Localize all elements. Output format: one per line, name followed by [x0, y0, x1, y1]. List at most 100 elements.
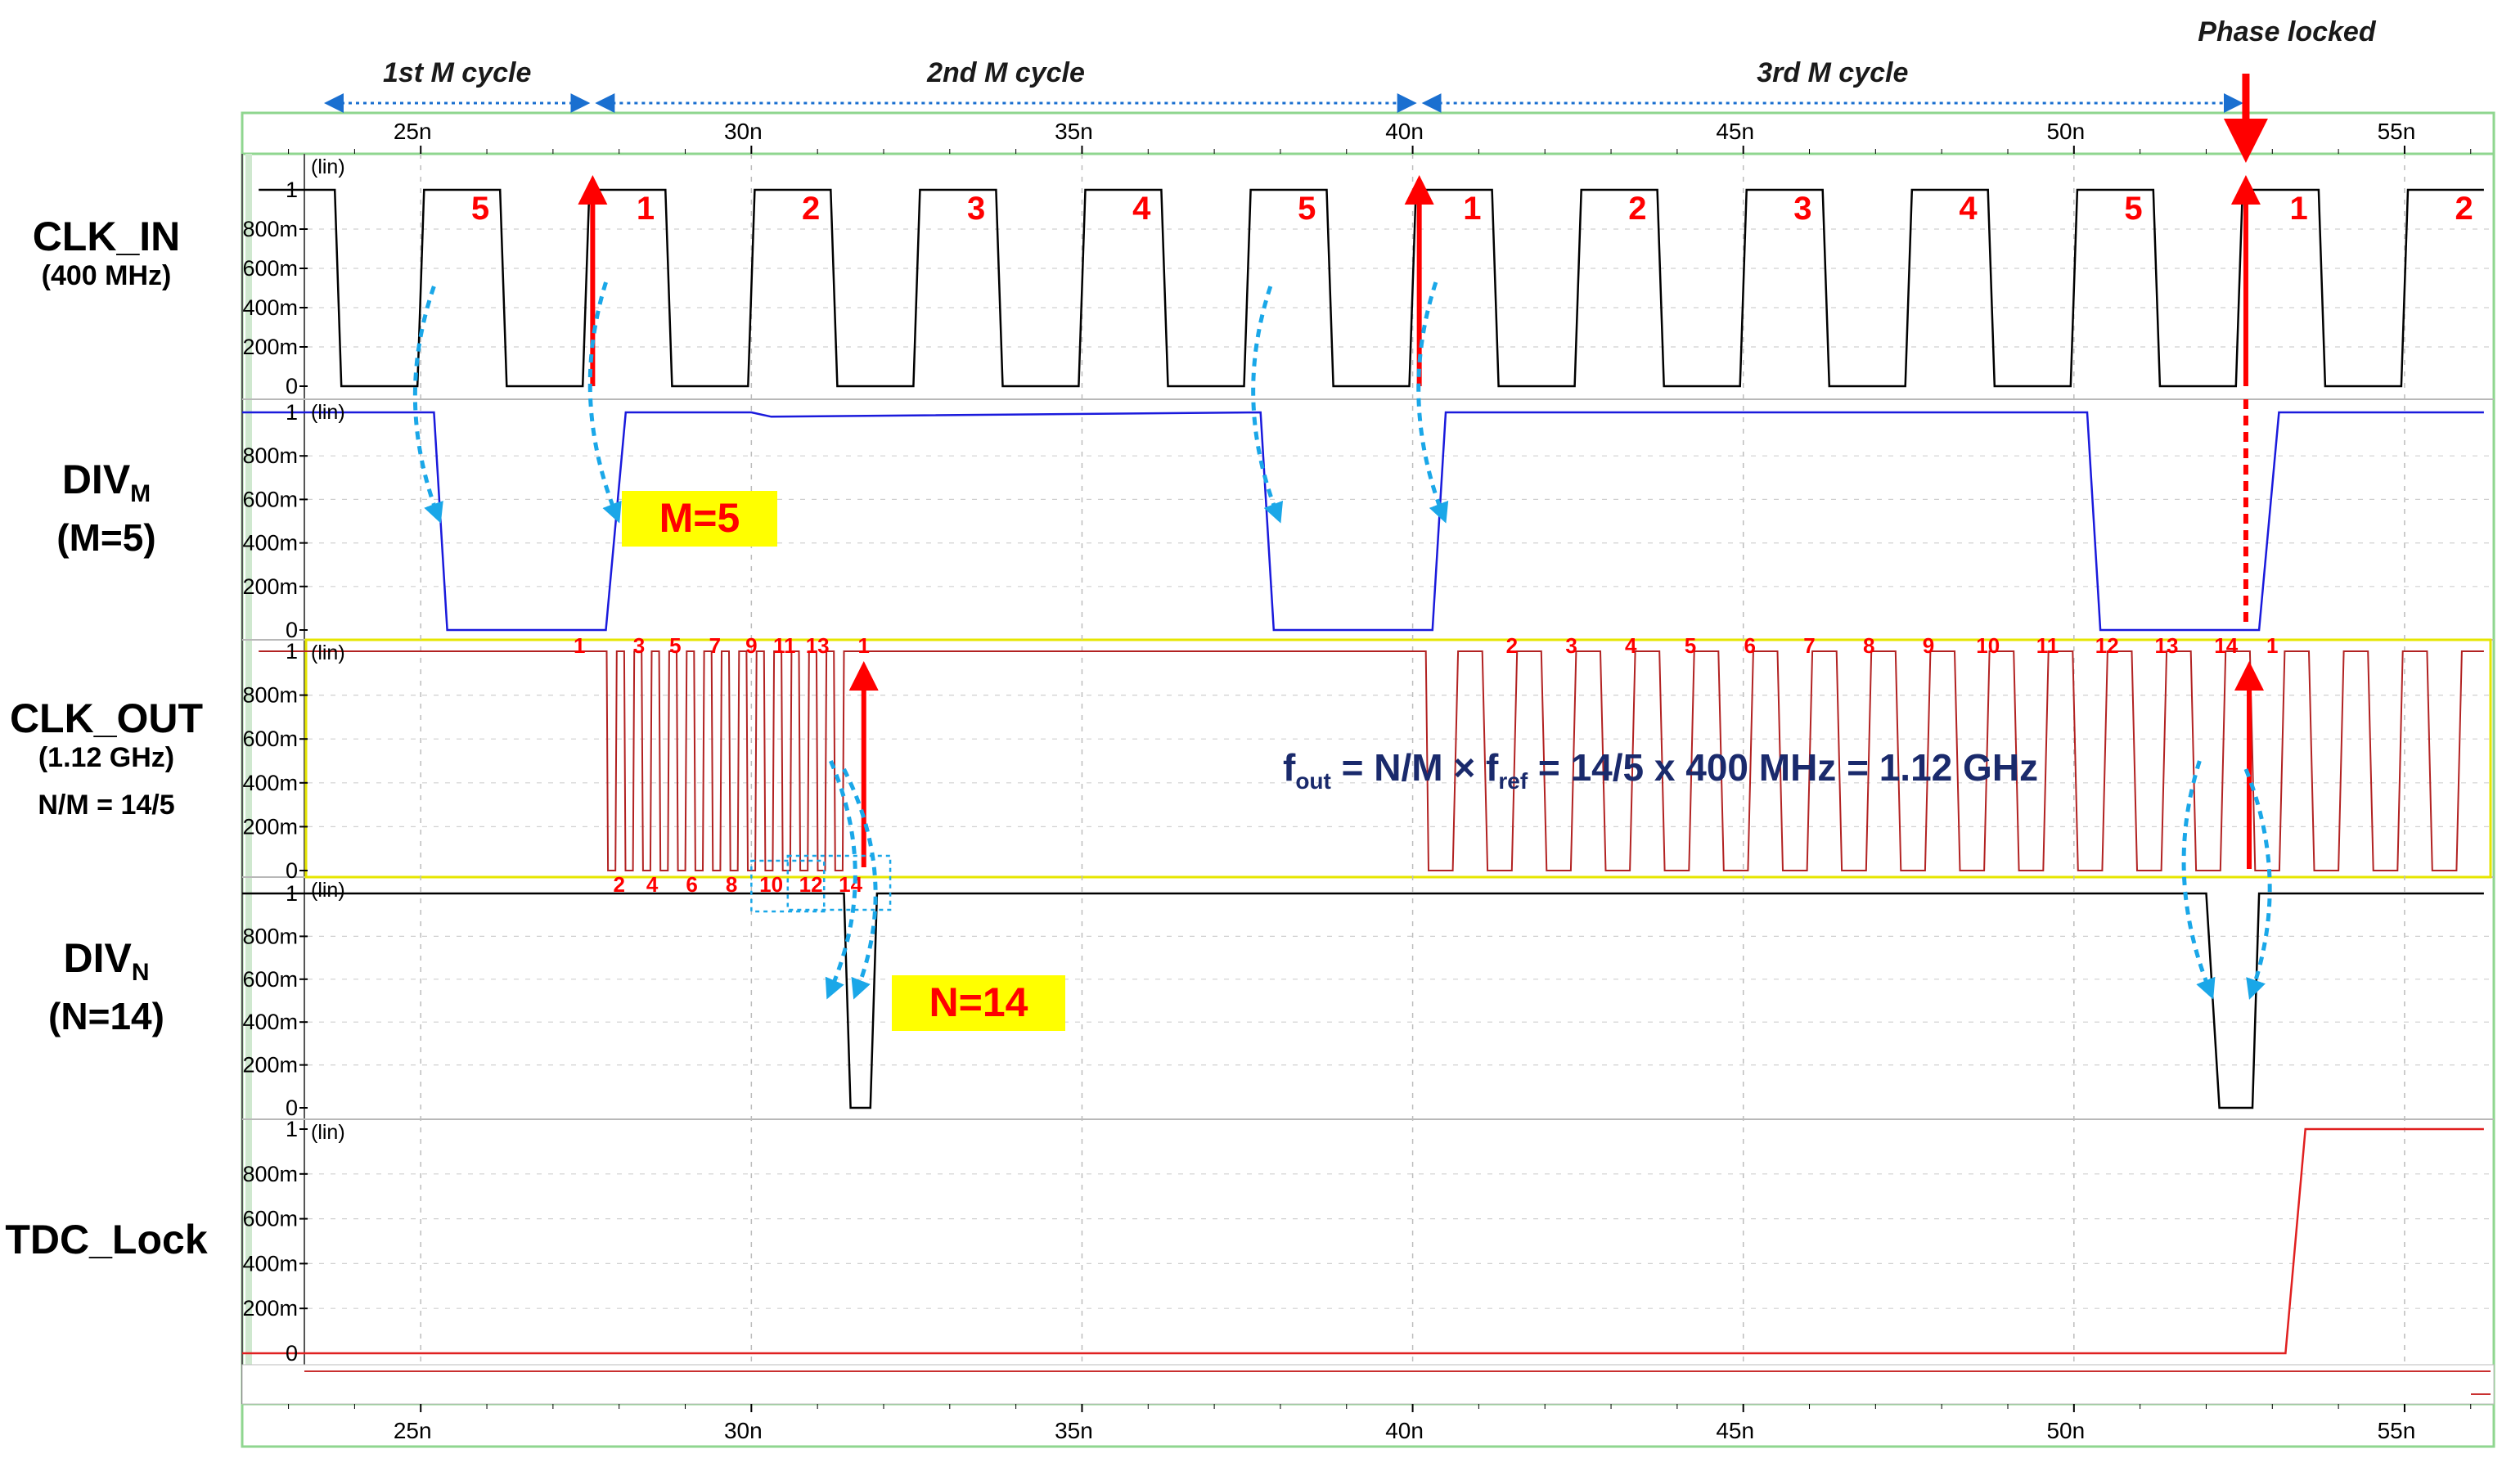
clk-out-count-label: 14: [2214, 633, 2238, 658]
x-tick-label-bottom: 50n: [2046, 1418, 2085, 1443]
y-tick-label: 1: [286, 400, 298, 425]
clk-in-count-label: 1: [2289, 191, 2307, 227]
x-tick-label-bottom: 55n: [2378, 1418, 2416, 1443]
y-tick-label: 400m: [242, 1251, 298, 1276]
clk-out-count-label-bottom: 10: [759, 872, 783, 897]
signal-sub-label-2: N/M = 14/5: [38, 790, 174, 821]
y-scale-tag: (lin): [311, 879, 345, 902]
propagation-arrow: [842, 767, 878, 1000]
cycle-label: 1st M cycle: [383, 57, 531, 88]
y-tick-label: 600m: [242, 256, 298, 281]
x-tick-label-top: 50n: [2046, 119, 2085, 144]
y-tick-label: 200m: [242, 1053, 298, 1078]
clk-in-count-label: 2: [802, 191, 820, 227]
clk-out-count-label-bottom: 14: [839, 872, 862, 897]
y-tick-label: 200m: [242, 814, 298, 839]
clk-in-count-label: 5: [471, 191, 489, 227]
y-scale-tag: (lin): [311, 641, 345, 664]
clk-out-count-label: 4: [1625, 633, 1637, 658]
div-m-trace: [242, 411, 2484, 632]
clk-out-count-label: 7: [1803, 633, 1815, 658]
formula-subscript: out: [1295, 768, 1331, 794]
x-tick-label-top: 55n: [2378, 119, 2416, 144]
y-tick-label: 800m: [242, 924, 298, 948]
clk-in-count-label: 1: [637, 191, 655, 227]
x-tick-label-bottom: 40n: [1385, 1418, 1424, 1443]
signal-name-div-m: DIVM: [62, 457, 151, 507]
y-scale-tag: (lin): [311, 1121, 345, 1144]
clk-out-count-label-bottom: 12: [799, 872, 823, 897]
clk-out-count-label: 7: [709, 633, 721, 658]
clk-out-count-label: 3: [633, 633, 645, 658]
y-tick-label: 400m: [242, 295, 298, 320]
m-value-box: [622, 491, 777, 547]
clk-out-trace: [259, 650, 2484, 871]
y-tick-label: 600m: [242, 967, 298, 992]
m-value-label: M=5: [659, 495, 740, 541]
y-scale-tag: (lin): [311, 155, 345, 178]
clk-out-count-label: 10: [1976, 633, 2000, 658]
clk-out-count-label-bottom: 2: [613, 872, 624, 897]
y-scale-tag: (lin): [311, 401, 345, 424]
clk-in-count-label: 5: [1298, 191, 1316, 227]
propagation-arrow: [825, 760, 857, 1000]
selection-box: [750, 859, 826, 913]
y-tick-label: 200m: [242, 1296, 298, 1321]
div-n-trace: [242, 892, 2484, 1109]
x-tick-label-top: 45n: [1716, 119, 1754, 144]
y-tick-label: 0: [286, 374, 298, 398]
n-value-box: [892, 975, 1065, 1031]
label-layer: 25n 25n 30n 30n 35n 35n 40n 40n 45n 45n 50n 50n 55n 5…: [5, 119, 2415, 1443]
annotation-layer: 5 1 2 3 4 5 1 2 3 4 5 1 21 3 5 7 9 11 13 1 2 3 4 5 6 7 8 9 10 11 12 13 1…: [323, 16, 2473, 1031]
selection-box: [786, 854, 892, 911]
clk-out-count-label: 1: [858, 633, 870, 658]
y-tick-label: 1: [286, 881, 298, 906]
propagation-arrow: [2181, 760, 2216, 1000]
propagation-arrow: [2243, 768, 2272, 1000]
clk-out-count-label: 8: [1863, 633, 1874, 658]
y-tick-label: 1: [286, 639, 298, 664]
clk-out-count-label: 1: [2266, 633, 2278, 658]
propagation-arrow: [1251, 286, 1284, 524]
clk-in-count-label: 5: [2124, 191, 2142, 227]
cycle-label: 2nd M cycle: [926, 57, 1085, 88]
clk-out-count-label: 12: [2095, 633, 2119, 658]
clk-out-count-label: 11: [773, 633, 796, 658]
clk-out-count-label-bottom: 8: [726, 872, 737, 897]
x-tick-label-bottom: 35n: [1055, 1418, 1093, 1443]
signal-name-subscript: M: [130, 480, 151, 507]
clk-out-count-label: 9: [1923, 633, 1934, 658]
x-tick-label-top: 40n: [1385, 119, 1424, 144]
clk-in-count-label: 1: [1463, 191, 1481, 227]
x-tick-label-bottom: 30n: [724, 1418, 763, 1443]
clk-in-count-label: 3: [1793, 191, 1811, 227]
clk-in-trace: [259, 188, 2484, 388]
y-tick-label: 400m: [242, 531, 298, 556]
y-tick-label: 0: [286, 1096, 298, 1120]
y-tick-label: 0: [286, 1341, 298, 1366]
clk-out-count-label: 3: [1565, 633, 1577, 658]
formula-part: f: [1283, 746, 1296, 789]
formula-part: = 14/5 x 400 MHz = 1.12 GHz: [1528, 746, 2038, 789]
signal-name-subscript: N: [132, 959, 150, 986]
left-scroll-strip: [245, 154, 252, 1365]
y-tick-label: 1: [286, 1117, 298, 1141]
clk-out-count-label: 5: [669, 633, 681, 658]
formula-subscript: ref: [1498, 768, 1528, 794]
clk-out-count-label: 6: [1744, 633, 1756, 658]
clk-in-count-label: 3: [967, 191, 985, 227]
clk-out-count-label: 1: [574, 633, 585, 658]
clk-in-count-label: 2: [1628, 191, 1646, 227]
y-tick-label: 600m: [242, 727, 298, 751]
signal-sub-label: (M=5): [56, 516, 155, 559]
clk-out-count-label: 9: [745, 633, 757, 658]
clk-out-count-label-bottom: 4: [646, 872, 659, 897]
y-tick-label: 800m: [242, 217, 298, 241]
y-tick-label: 400m: [242, 771, 298, 795]
formula-part: = N/M × f: [1331, 746, 1499, 789]
clk-out-count-label: 13: [806, 633, 830, 658]
clk-in-count-label: 4: [1959, 191, 1978, 227]
x-tick-label-bottom: 25n: [394, 1418, 432, 1443]
tdc-lock-trace: [242, 1127, 2484, 1355]
